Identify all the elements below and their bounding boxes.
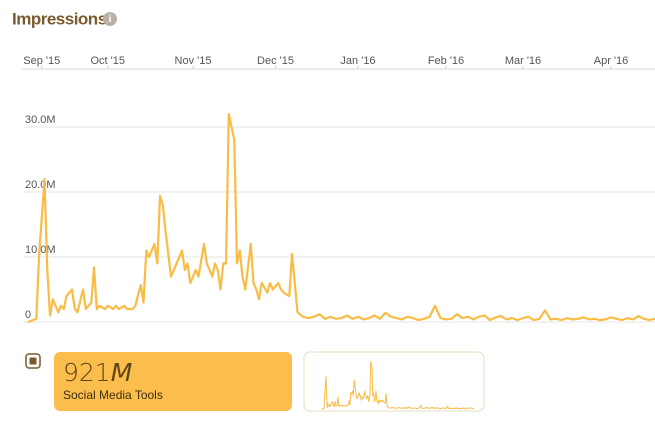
x-tick-label: Nov '15 <box>175 55 212 67</box>
legend-checkbox[interactable] <box>25 353 41 369</box>
x-tick-label: Mar '16 <box>505 55 541 67</box>
thumbnail-frame[interactable] <box>303 351 485 412</box>
x-tick-label: Dec '15 <box>257 55 294 67</box>
summary-unit: M <box>111 358 133 387</box>
info-icon[interactable]: i <box>103 12 117 26</box>
x-tick-label: Apr '16 <box>594 55 629 67</box>
legend-label: Social Media Tools <box>63 388 163 402</box>
summary-total: 921M <box>63 358 132 387</box>
summary-total-value: 921 <box>63 358 111 387</box>
x-tick-label: Jan '16 <box>340 55 375 67</box>
x-tick-label: Oct '15 <box>90 55 125 67</box>
y-tick-label: 0 <box>25 309 31 321</box>
series-card[interactable]: 921M Social Media Tools <box>54 352 292 411</box>
y-tick-label: 30.0M <box>25 114 56 126</box>
svg-text:i: i <box>109 14 112 25</box>
chart-title: Impressions <box>12 9 107 28</box>
line-series <box>27 112 655 324</box>
thumbnail-line <box>321 361 475 410</box>
y-tick-label: 20.0M <box>25 179 56 191</box>
x-tick-label: Feb '16 <box>428 55 464 67</box>
x-tick-label: Sep '15 <box>23 55 60 67</box>
